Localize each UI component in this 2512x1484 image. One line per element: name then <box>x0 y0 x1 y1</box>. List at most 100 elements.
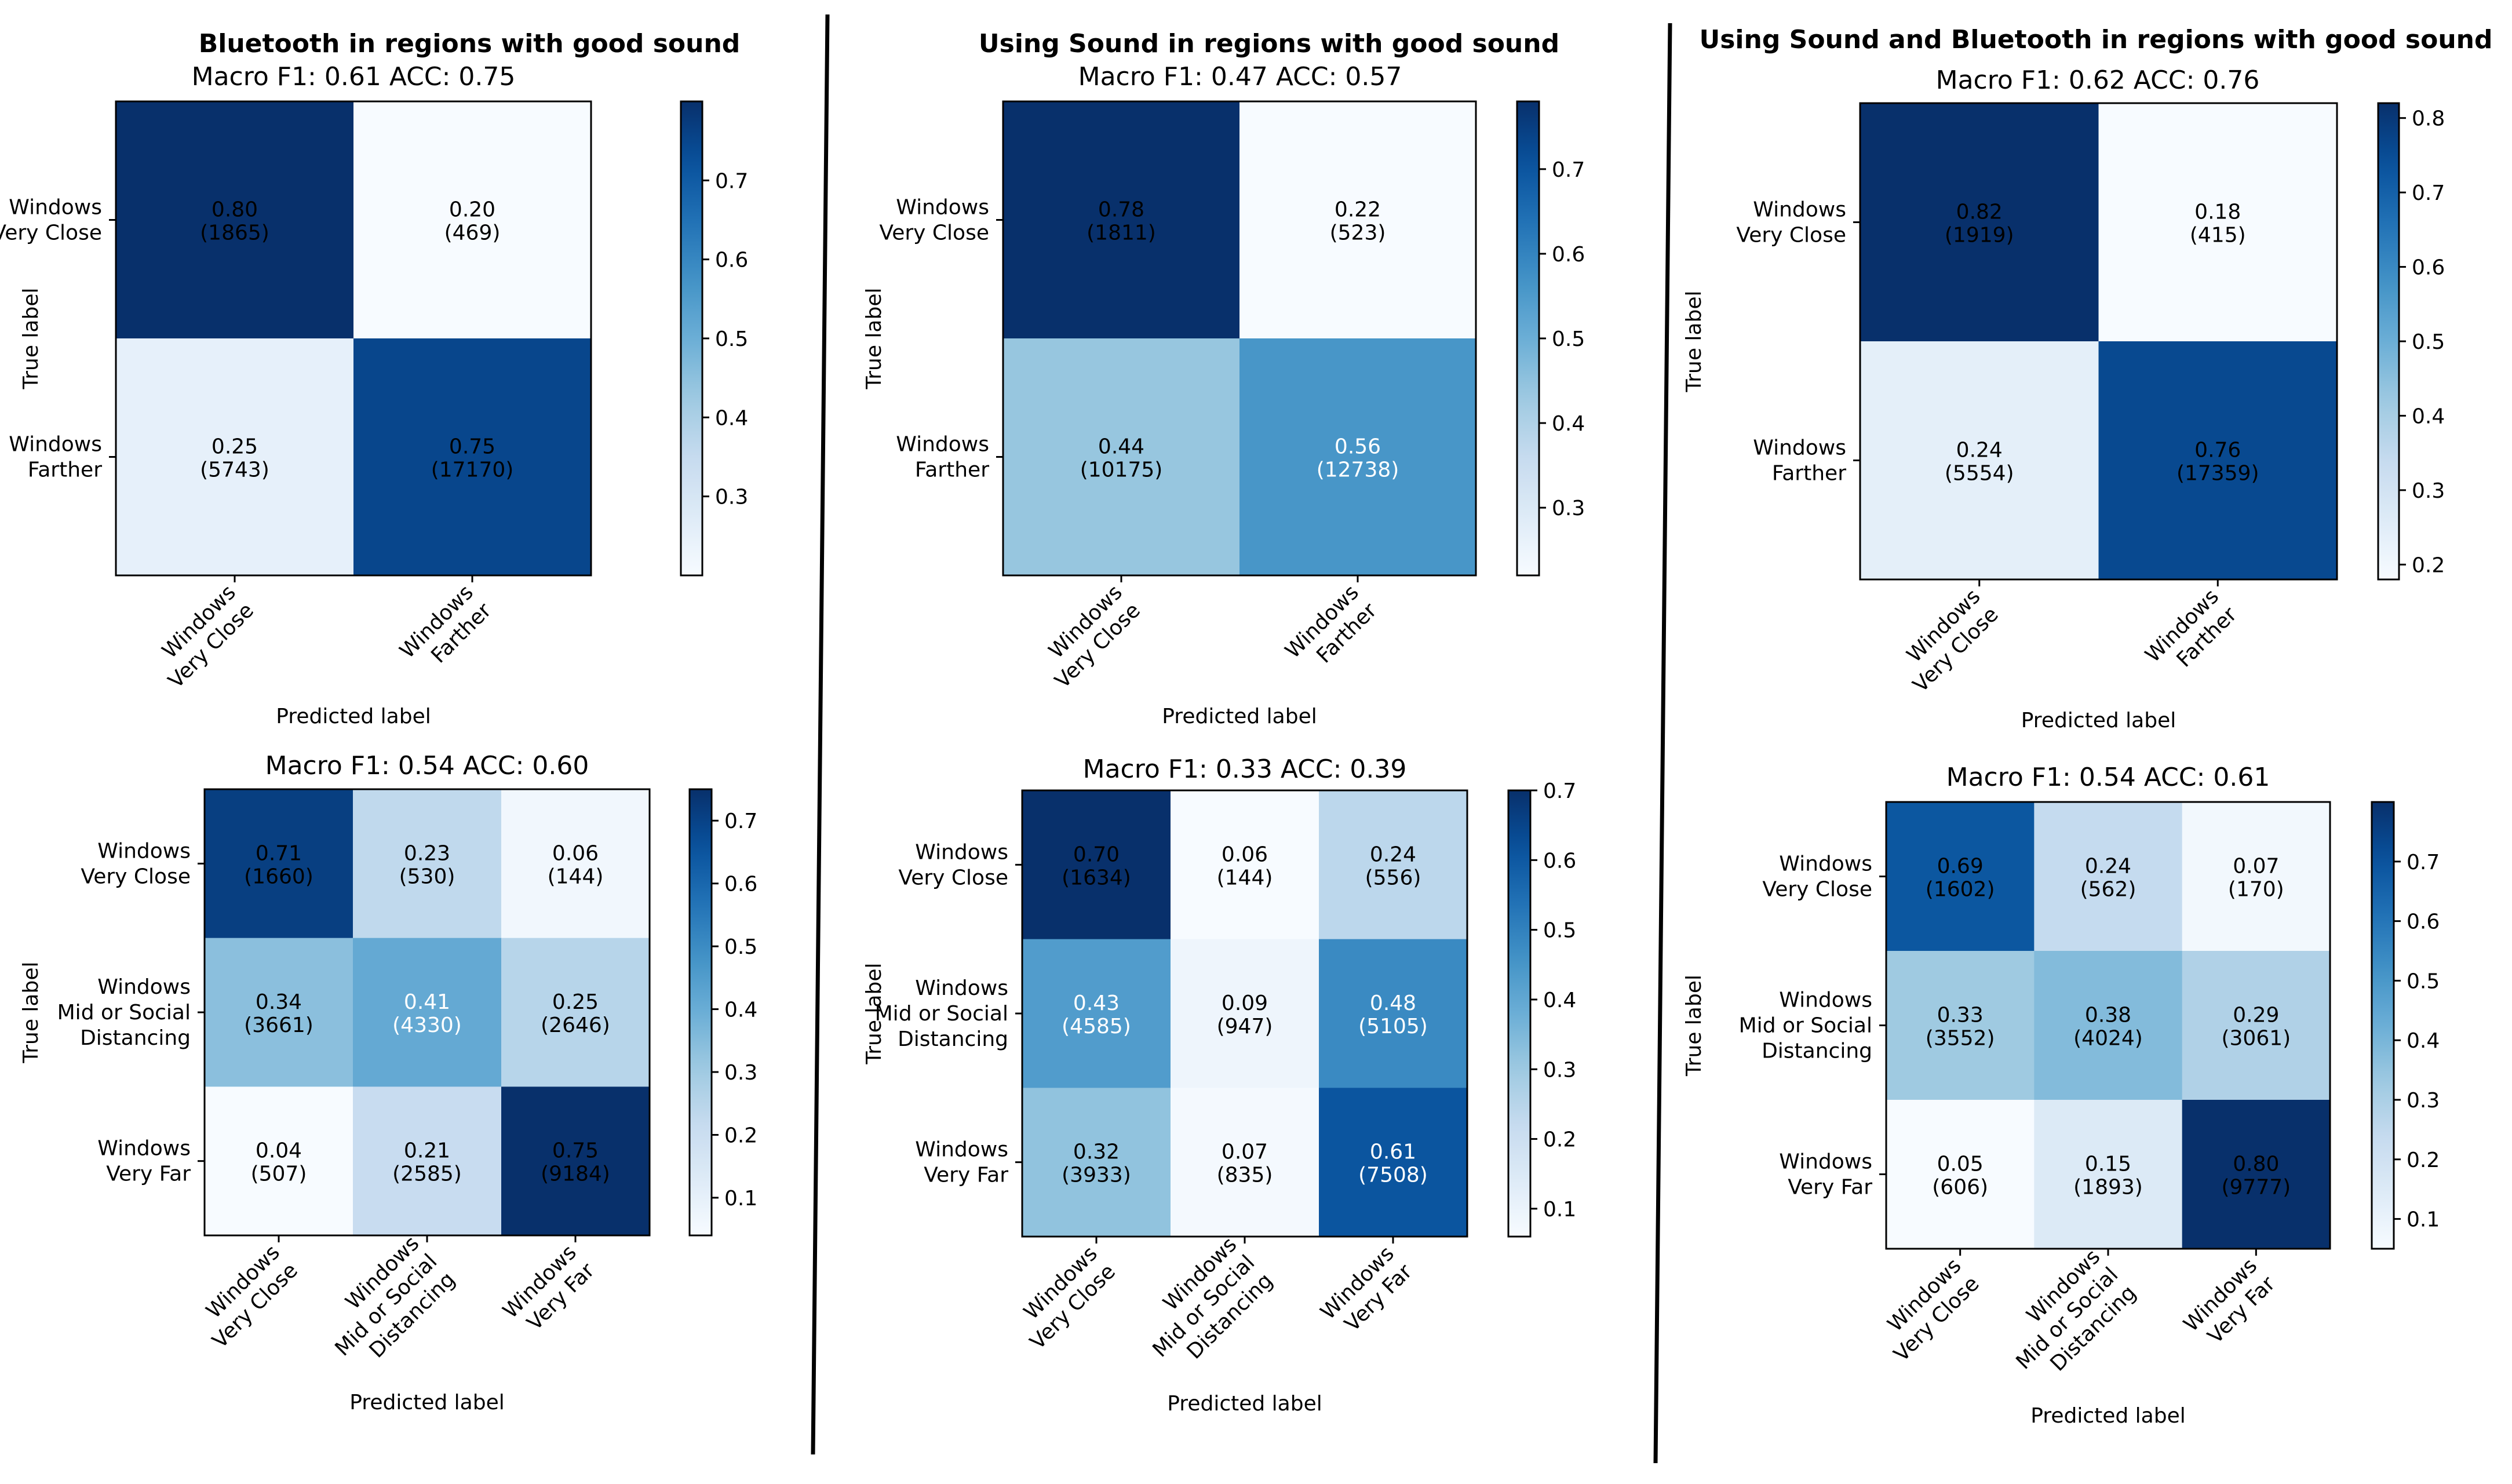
y-tick-label: Distancing <box>1762 1040 1872 1063</box>
cell-value-label: 0.07 <box>1222 1140 1268 1164</box>
matrix-cell <box>353 789 502 939</box>
panel-group-title: Bluetooth in regions with good sound <box>199 29 741 59</box>
cell-value-label: 0.71 <box>256 841 302 865</box>
y-tick-label: Windows <box>1779 989 1872 1012</box>
colorbar-tick-label: 0.6 <box>724 873 757 896</box>
colorbar-tick-label: 0.3 <box>1552 497 1585 520</box>
colorbar-tick-label: 0.2 <box>2412 553 2445 577</box>
y-tick-label: Windows <box>915 840 1008 864</box>
cell-value-label: 0.15 <box>2085 1153 2131 1176</box>
cell-count-label: (415) <box>2190 224 2246 247</box>
cell-count-label: (507) <box>251 1162 307 1186</box>
x-axis-label: Predicted label <box>1162 705 1317 728</box>
cell-value-label: 0.18 <box>2194 200 2241 224</box>
matrix-cell <box>205 1086 353 1236</box>
y-tick-label: Very Close <box>879 221 989 245</box>
matrix-cell <box>1239 338 1476 576</box>
y-tick-label: Windows <box>97 975 191 999</box>
confusion-matrix-panel-4: Macro F1: 0.54 ACC: 0.600.71(1660)0.23(5… <box>19 751 757 1414</box>
cell-count-label: (5554) <box>1945 462 2014 486</box>
cell-value-label: 0.33 <box>1937 1004 1984 1027</box>
cell-count-label: (10175) <box>1080 458 1163 482</box>
y-tick-label: Mid or Social <box>1739 1014 1872 1038</box>
matrix-cell <box>353 1086 502 1236</box>
cell-value-label: 0.29 <box>2233 1004 2279 1027</box>
confusion-matrix-panel-2: Using Sound in regions with good soundMa… <box>862 29 1585 728</box>
cell-value-label: 0.24 <box>1956 439 2003 462</box>
cell-value-label: 0.09 <box>1222 991 1268 1015</box>
matrix-cell <box>2034 1100 2183 1249</box>
cell-value-label: 0.44 <box>1098 435 1144 459</box>
matrix-cell <box>353 938 502 1087</box>
x-axis-label: Predicted label <box>276 705 431 728</box>
cell-value-label: 0.21 <box>404 1139 450 1163</box>
matrix-cell <box>1171 790 1319 940</box>
matrix-cell <box>1886 1100 2035 1249</box>
cell-count-label: (835) <box>1217 1164 1273 1187</box>
y-tick-label: Windows <box>1753 198 1846 222</box>
y-axis-label: True label <box>862 288 886 390</box>
y-tick-label: Very Close <box>81 865 191 888</box>
matrix-cell <box>1022 1088 1171 1237</box>
matrix-cell <box>1319 939 1468 1088</box>
cell-count-label: (523) <box>1330 221 1386 245</box>
y-tick-label: Farther <box>28 458 102 482</box>
cell-count-label: (2585) <box>392 1162 462 1186</box>
matrix-cell <box>1003 338 1240 576</box>
matrix-cell <box>1319 790 1468 940</box>
y-tick-label: Very Far <box>924 1164 1008 1187</box>
colorbar-tick-label: 0.7 <box>724 810 757 833</box>
cell-count-label: (1634) <box>1062 866 1131 889</box>
matrix-cell <box>1860 341 2099 580</box>
colorbar <box>688 788 713 1237</box>
colorbar-tick-label: 0.6 <box>2407 910 2440 934</box>
panel-title: Macro F1: 0.62 ACC: 0.76 <box>1936 65 2260 95</box>
matrix-cell <box>1171 1088 1319 1237</box>
y-tick-label: Farther <box>1772 462 1846 486</box>
colorbar-tick-label: 0.6 <box>1543 849 1576 873</box>
cell-count-label: (7508) <box>1358 1164 1428 1187</box>
y-axis-label: True label <box>862 963 886 1065</box>
y-tick-label: Distancing <box>898 1027 1008 1051</box>
x-axis-label: Predicted label <box>2030 1404 2186 1428</box>
matrix-cell <box>205 789 353 939</box>
matrix-cell <box>2034 951 2183 1100</box>
cell-count-label: (5105) <box>1358 1015 1428 1038</box>
colorbar-tick-label: 0.3 <box>2412 479 2445 503</box>
cell-count-label: (17359) <box>2176 462 2259 486</box>
colorbar-tick-label: 0.4 <box>2407 1029 2440 1053</box>
y-axis-label: True label <box>19 288 43 390</box>
cell-value-label: 0.43 <box>1073 991 1120 1015</box>
matrix-cell <box>2098 103 2338 342</box>
y-tick-label: Very Far <box>106 1162 191 1186</box>
colorbar <box>680 100 703 577</box>
cell-value-label: 0.07 <box>2233 855 2279 878</box>
cell-count-label: (1919) <box>1945 224 2014 247</box>
panel-title: Macro F1: 0.61 ACC: 0.75 <box>192 62 516 92</box>
cell-count-label: (12738) <box>1317 458 1399 482</box>
matrix-cell <box>1886 951 2035 1100</box>
matrix-cell <box>2098 341 2338 580</box>
colorbar <box>1516 100 1540 577</box>
cell-count-label: (1865) <box>200 221 269 245</box>
cell-value-label: 0.25 <box>212 435 258 459</box>
matrix-cell <box>1239 101 1476 339</box>
cell-value-label: 0.75 <box>449 435 495 459</box>
colorbar-tick-label: 0.2 <box>724 1124 757 1147</box>
y-tick-label: Windows <box>896 433 989 457</box>
cell-count-label: (170) <box>2228 878 2284 902</box>
cell-count-label: (4024) <box>2073 1027 2143 1051</box>
colorbar-tick-label: 0.5 <box>1543 919 1576 943</box>
matrix-cell <box>501 1086 650 1236</box>
panel-title: Macro F1: 0.54 ACC: 0.61 <box>1946 763 2270 792</box>
cell-value-label: 0.06 <box>552 841 599 865</box>
cell-count-label: (1660) <box>244 865 313 888</box>
cell-value-label: 0.05 <box>1937 1153 1984 1176</box>
matrix-cell <box>2182 802 2331 951</box>
cell-count-label: (5743) <box>200 458 269 482</box>
y-tick-label: Windows <box>1779 852 1872 876</box>
cell-count-label: (4330) <box>392 1013 462 1037</box>
cell-count-label: (3061) <box>2221 1027 2291 1051</box>
y-tick-label: Windows <box>9 196 102 220</box>
colorbar-tick-label: 0.4 <box>724 998 757 1022</box>
